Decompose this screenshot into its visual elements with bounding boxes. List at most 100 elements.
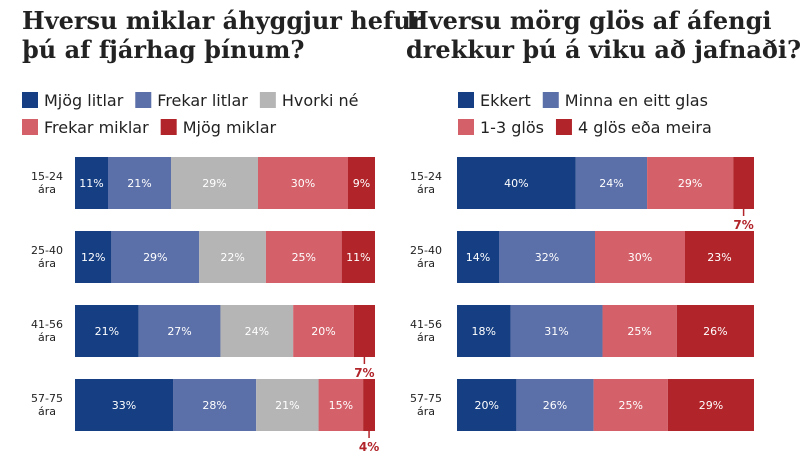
finance-legend-label: Hvorki né — [282, 91, 359, 110]
alcohol-value-label: 26% — [703, 325, 727, 338]
finance-bar-segment — [75, 157, 108, 209]
alcohol-legend-item: Minna en eitt glas — [542, 91, 708, 110]
finance-legend-label: Mjög litlar — [44, 91, 124, 110]
alcohol-legend-label: 1-3 glös — [480, 118, 544, 137]
alcohol-row-label-age: 15-24 — [410, 170, 442, 183]
alcohol-legend-label: Ekkert — [480, 91, 531, 110]
finance-legend-swatch — [135, 92, 152, 108]
alcohol-bar-segment — [499, 231, 595, 283]
alcohol-bar-segment — [595, 231, 685, 283]
alcohol-value-label: 40% — [504, 177, 528, 190]
finance-bar-segment — [75, 379, 174, 431]
alcohol-legend-swatch — [542, 92, 559, 108]
finance-value-label: 20% — [311, 325, 335, 338]
finance-value-label: 11% — [79, 177, 103, 190]
alcohol-bar-segment — [457, 157, 576, 209]
finance-bar-segment — [111, 231, 200, 283]
finance-bar-segment — [220, 305, 294, 357]
finance-bar-segment — [75, 305, 139, 357]
finance-bar-segment — [363, 379, 375, 431]
alcohol-legend-swatch — [458, 119, 474, 135]
finance-bar-segment — [348, 157, 375, 209]
alcohol-legend-label: Minna en eitt glas — [565, 91, 708, 110]
alcohol-callout-value-label: 7% — [733, 218, 753, 232]
alcohol-value-label: 25% — [627, 325, 651, 338]
finance-legend-swatch — [160, 119, 177, 135]
finance-value-label: 15% — [329, 399, 353, 412]
alcohol-value-label: 31% — [544, 325, 568, 338]
alcohol-bar-segment — [457, 231, 499, 283]
finance-value-label: 30% — [291, 177, 315, 190]
finance-bar-segment — [171, 157, 258, 209]
finance-legend-label: Mjög miklar — [183, 118, 277, 137]
finance-bar-segment — [108, 157, 171, 209]
alcohol-row-label-age: 41-56 — [410, 318, 442, 331]
alcohol-row-label-unit: ára — [417, 183, 435, 196]
finance-legend-item: Frekar miklar — [22, 118, 149, 137]
finance-value-label: 24% — [245, 325, 269, 338]
finance-legend-swatch — [22, 119, 38, 135]
finance-row-label-age: 41-56 — [31, 318, 63, 331]
alcohol-row-label-unit: ára — [417, 257, 435, 270]
finance-legend-label: Frekar miklar — [44, 118, 149, 137]
alcohol-value-label: 14% — [466, 251, 490, 264]
alcohol-bar-segment — [685, 231, 754, 283]
finance-row-label-age: 15-24 — [31, 170, 63, 183]
alcohol-bar-segment — [647, 157, 734, 209]
alcohol-row-label-unit: ára — [417, 331, 435, 344]
finance-value-label: 21% — [127, 177, 151, 190]
alcohol-bar-segment — [516, 379, 594, 431]
finance-legend-label: Frekar litlar — [157, 91, 248, 110]
alcohol-legend-swatch — [555, 119, 572, 135]
finance-legend: Mjög litlar Frekar litlar Hvorki né Frekar … — [22, 91, 359, 137]
alcohol-legend-swatch — [458, 92, 474, 108]
alcohol-value-label: 25% — [619, 399, 643, 412]
alcohol-legend-item: 4 glös eða meira — [555, 118, 712, 137]
finance-row-label-age: 57-75 — [31, 392, 63, 405]
finance-chart-title-line-1: Hversu miklar áhyggjur hefur — [22, 6, 424, 35]
alcohol-value-label: 18% — [472, 325, 496, 338]
alcohol-bar-segment — [457, 379, 517, 431]
alcohol-bar-segment — [676, 305, 754, 357]
finance-bar-segment — [199, 231, 266, 283]
alcohol-legend-item: 1-3 glös — [458, 118, 544, 137]
alcohol-consumption-chart: Ekkert Minna en eitt glas 1-3 glös 4 glös e… — [410, 91, 754, 431]
alcohol-value-label: 20% — [474, 399, 498, 412]
finance-value-label: 27% — [167, 325, 191, 338]
alcohol-row-label-age: 25-40 — [410, 244, 442, 257]
alcohol-value-label: 26% — [543, 399, 567, 412]
alcohol-bar-segment — [593, 379, 668, 431]
alcohol-bar-segment — [733, 157, 754, 209]
alcohol-bar-segment — [510, 305, 603, 357]
finance-value-label: 29% — [143, 251, 167, 264]
finance-row-label-unit: ára — [38, 405, 56, 418]
finance-value-label: 21% — [275, 399, 299, 412]
finance-bar-segment — [265, 231, 342, 283]
alcohol-bar-segment — [602, 305, 677, 357]
finance-bar-segment — [256, 379, 319, 431]
finance-callout-value-label: 4% — [359, 440, 379, 454]
finance-legend-item: Mjög miklar — [160, 118, 277, 137]
alcohol-legend-item: Ekkert — [458, 91, 531, 110]
finance-value-label: 11% — [346, 251, 370, 264]
finance-row-label-unit: ára — [38, 183, 56, 196]
alcohol-legend-label: 4 glös eða meira — [578, 118, 712, 137]
finance-bar-segment — [341, 231, 375, 283]
finance-chart-title: Hversu miklar áhyggjur hefur þú af fjárh… — [22, 6, 424, 64]
finance-legend-item: Frekar litlar — [135, 91, 248, 110]
finance-bar-segment — [173, 379, 257, 431]
finance-row-label-unit: ára — [38, 257, 56, 270]
alcohol-legend: Ekkert Minna en eitt glas 1-3 glös 4 glös e… — [458, 91, 712, 137]
finance-bar-segment — [318, 379, 364, 431]
finance-value-label: 25% — [292, 251, 316, 264]
finance-legend-item: Mjög litlar — [22, 91, 124, 110]
finance-row-label-unit: ára — [38, 331, 56, 344]
